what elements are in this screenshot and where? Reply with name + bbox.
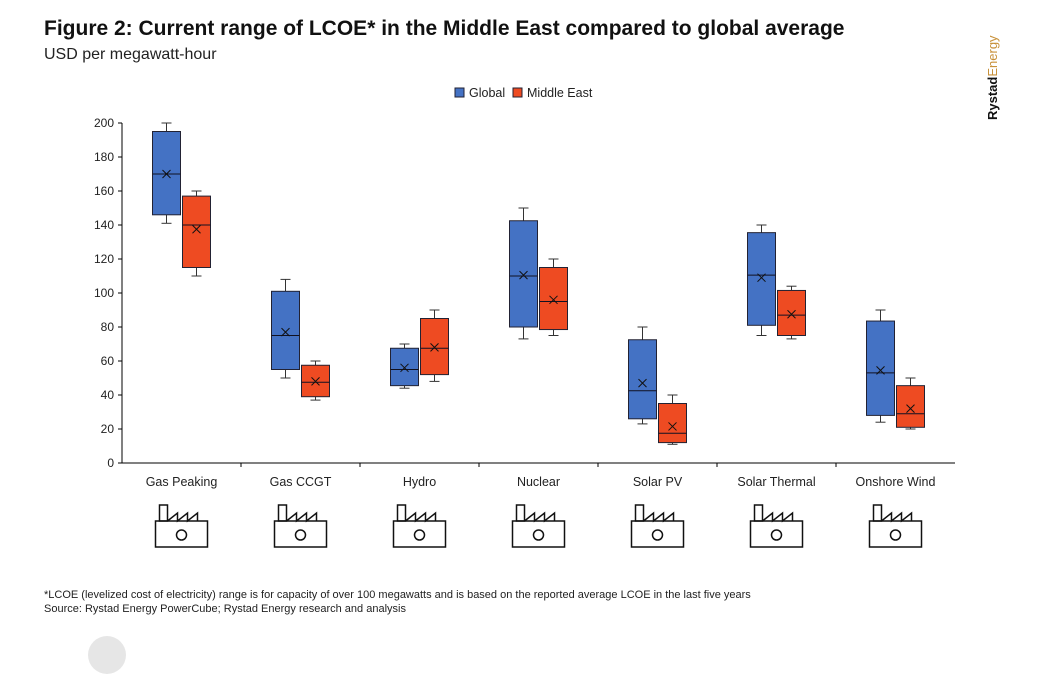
box-global bbox=[866, 320, 895, 416]
y-tick-label: 160 bbox=[94, 184, 114, 198]
gas-peaking-plant-icon bbox=[154, 504, 209, 548]
y-tick-label: 200 bbox=[94, 116, 114, 130]
y-tick-label: 100 bbox=[94, 286, 114, 300]
mean-marker bbox=[311, 377, 320, 386]
decorative-dots bbox=[88, 636, 126, 674]
mean-marker bbox=[519, 270, 528, 280]
box-global bbox=[271, 290, 300, 370]
page-subtitle: USD per megawatt-hour bbox=[44, 46, 217, 63]
box-chart: 0 20 40 60 80 100 120 140 160 180 200 Gas Peaking Ga… bbox=[94, 86, 955, 548]
y-tick-label: 40 bbox=[101, 388, 115, 402]
mean-marker bbox=[787, 309, 796, 319]
x-tick-label: Solar PV bbox=[633, 475, 683, 489]
hydro-dam-icon bbox=[392, 504, 447, 548]
legend-swatch bbox=[512, 87, 523, 98]
x-tick-label: Hydro bbox=[403, 475, 436, 489]
y-tick-label: 60 bbox=[101, 354, 115, 368]
mean-marker bbox=[281, 327, 290, 337]
box-middle-east bbox=[896, 385, 925, 428]
source-note: Source: Rystad Energy PowerCube; Rystad … bbox=[44, 603, 406, 615]
y-tick-label: 140 bbox=[94, 218, 114, 232]
y-tick-label: 0 bbox=[107, 456, 114, 470]
box-global bbox=[628, 339, 657, 420]
legend-label: Middle East bbox=[527, 86, 593, 100]
x-tick-label: Gas Peaking bbox=[146, 475, 218, 489]
legend-swatch bbox=[454, 87, 465, 98]
mean-marker bbox=[162, 169, 171, 179]
footnote: *LCOE (levelized cost of electricity) ra… bbox=[44, 589, 751, 601]
mean-marker bbox=[192, 224, 201, 234]
box-global bbox=[152, 131, 181, 216]
mean-marker bbox=[430, 343, 439, 352]
legend-label: Global bbox=[469, 86, 505, 100]
box-global bbox=[390, 347, 419, 387]
wind-turbine-icon bbox=[868, 504, 923, 548]
mean-marker bbox=[549, 295, 558, 305]
y-tick-label: 80 bbox=[101, 320, 115, 334]
box-middle-east bbox=[420, 318, 449, 376]
page-title: Figure 2: Current range of LCOE* in the … bbox=[44, 17, 845, 40]
x-tick-label: Solar Thermal bbox=[737, 475, 815, 489]
box-middle-east bbox=[777, 289, 806, 337]
y-tick-label: 180 bbox=[94, 150, 114, 164]
mean-marker bbox=[876, 365, 885, 375]
solar-pv-panel-icon bbox=[630, 504, 685, 548]
mean-marker bbox=[400, 363, 409, 373]
x-tick-label: Onshore Wind bbox=[856, 475, 936, 489]
box-global bbox=[747, 232, 776, 326]
mean-marker bbox=[638, 378, 647, 388]
box-middle-east bbox=[658, 403, 687, 444]
mean-marker bbox=[757, 273, 766, 283]
x-tick-label: Gas CCGT bbox=[270, 475, 332, 489]
x-tick-label: Nuclear bbox=[517, 475, 560, 489]
box-global bbox=[509, 220, 538, 328]
nuclear-plant-icon bbox=[511, 504, 566, 548]
box-middle-east bbox=[182, 195, 211, 269]
y-tick-label: 20 bbox=[101, 422, 115, 436]
mean-marker bbox=[906, 404, 915, 413]
y-tick-label: 120 bbox=[94, 252, 114, 266]
box-middle-east bbox=[539, 267, 568, 331]
gas-ccgt-plant-icon bbox=[273, 504, 328, 548]
solar-thermal-mirror-icon bbox=[749, 504, 804, 548]
mean-marker bbox=[668, 422, 677, 431]
